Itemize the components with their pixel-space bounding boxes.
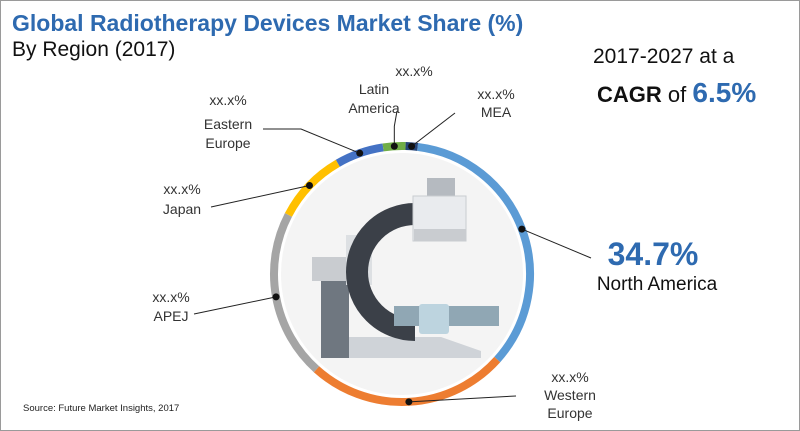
cagr-value: 6.5% <box>692 77 757 108</box>
label-mea-value: xx.x% <box>477 86 514 102</box>
leader-north-america <box>521 228 592 259</box>
label-western-europe-name-2: Europe <box>547 405 592 421</box>
leader-dot-apej <box>272 293 280 301</box>
leader-eastern-europe <box>263 128 360 154</box>
label-mea-name: MEA <box>481 104 512 120</box>
label-western-europe-value: xx.x% <box>551 369 588 385</box>
machine-base <box>323 337 481 358</box>
label-apej-name: APEJ <box>153 308 188 324</box>
leader-latin-america <box>393 110 398 147</box>
leader-dot-latin-america <box>390 142 398 150</box>
leader-western-europe <box>408 395 517 403</box>
leader-dot-japan <box>305 182 313 190</box>
leader-japan <box>210 185 310 208</box>
cagr-of: of <box>667 82 687 107</box>
leader-dot-eastern-europe <box>356 149 364 157</box>
label-latin-america-value: xx.x% <box>395 63 432 79</box>
leader-mea <box>411 112 456 147</box>
label-north-america-value: 34.7% <box>608 236 699 272</box>
chart-title: Global Radiotherapy Devices Market Share… <box>12 10 524 36</box>
label-latin-america-name-1: Latin <box>359 81 389 97</box>
label-apej-value: xx.x% <box>152 289 189 305</box>
couch-mount <box>419 304 449 334</box>
label-japan-value: xx.x% <box>163 181 200 197</box>
source-note: Source: Future Market Insights, 2017 <box>23 403 180 414</box>
leader-dot-north-america <box>518 225 526 233</box>
head-top <box>427 178 455 198</box>
label-western-europe-name-1: Western <box>544 387 596 403</box>
c-arm <box>346 203 416 341</box>
cagr-word: CAGR <box>597 82 662 107</box>
label-eastern-europe-value: xx.x% <box>209 92 246 108</box>
label-eastern-europe-name-2: Europe <box>205 135 250 151</box>
label-north-america-name: North America <box>597 274 718 295</box>
cagr-period: 2017-2027 at a <box>593 45 735 68</box>
label-latin-america-name-2: America <box>348 100 400 116</box>
label-japan-name: Japan <box>163 201 201 217</box>
cagr-statement: CAGR of 6.5% <box>597 77 756 109</box>
chart-subtitle: By Region (2017) <box>12 38 176 61</box>
label-leaders <box>193 110 592 406</box>
gantry-pillar <box>321 273 349 358</box>
leader-apej <box>193 296 277 315</box>
radiotherapy-machine-illustration <box>281 153 523 395</box>
leader-dot-mea <box>408 142 416 150</box>
head-collimator <box>414 229 466 241</box>
leader-dot-western-europe <box>405 398 413 406</box>
label-eastern-europe-name-1: Eastern <box>204 116 252 132</box>
